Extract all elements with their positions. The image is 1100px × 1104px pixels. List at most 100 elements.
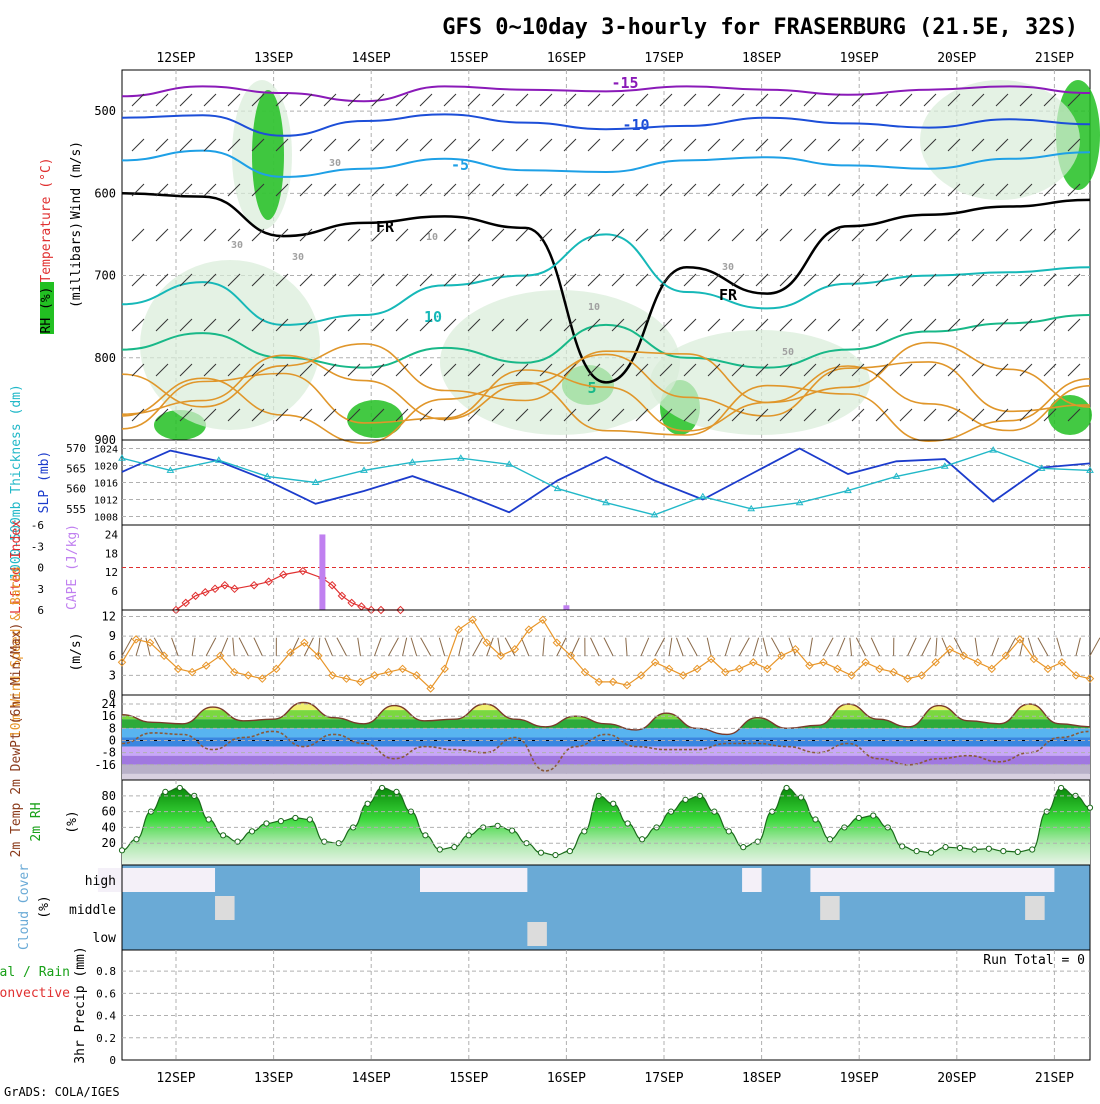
rh-point [538, 850, 543, 855]
li-tick-label: 0 [37, 562, 44, 575]
bottom-date-label: 20SEP [937, 1071, 976, 1086]
rh-region [650, 330, 870, 435]
top-date-label: 21SEP [1035, 51, 1074, 66]
rh-point [423, 833, 428, 838]
rh-point [726, 829, 731, 834]
rh-region [252, 90, 284, 220]
wind-tick-label: 3 [109, 668, 116, 682]
rh-point [784, 785, 789, 790]
cloud-axis-label: Cloud Cover [17, 864, 32, 950]
cloud-cover-panel: high middle low Cloud Cover (%) [17, 864, 1090, 950]
pressure-tick-label: 500 [94, 104, 116, 118]
rh-point [567, 849, 572, 854]
cape-axis-label: CAPE (J/kg) [65, 524, 80, 610]
slp-axis-label: SLP (mb) [37, 451, 52, 514]
slp-tick-label: 1020 [94, 462, 118, 473]
rh-tick-label: 80 [102, 789, 116, 803]
cloud-clear-block [527, 922, 547, 946]
rh-point [611, 801, 616, 806]
rh-region [347, 400, 403, 438]
rh-point [741, 845, 746, 850]
bottom-date-label: 14SEP [352, 1071, 391, 1086]
contour-label: -10 [622, 116, 649, 134]
cloud-level-label: middle [69, 903, 116, 918]
contour-label: FR [376, 218, 395, 236]
temp-tick-label: -16 [94, 758, 116, 772]
temp-tick-label: 0 [109, 734, 116, 748]
rh-point [1001, 849, 1006, 854]
run-total: Run Total = 0 [983, 953, 1085, 968]
pressure-tick-label: 800 [94, 351, 116, 365]
bottom-date-label: 13SEP [254, 1071, 293, 1086]
thickness-tick-label: 560 [66, 483, 86, 496]
top-date-label: 16SEP [547, 51, 586, 66]
slp-tick-label: 1012 [94, 496, 118, 507]
rh-point [1087, 805, 1092, 810]
cape-bar [319, 534, 325, 610]
rh-point [640, 837, 645, 842]
rh-point [813, 817, 818, 822]
wind-tick-label: 9 [109, 629, 116, 643]
footer-credit: GrADS: COLA/IGES [4, 1085, 120, 1099]
li-tick-label: -6 [31, 519, 44, 532]
rh-point [509, 828, 514, 833]
rh-point [119, 848, 124, 853]
rh-point [683, 797, 688, 802]
precip-tick-label: 0.4 [96, 1010, 116, 1023]
thickness-tick-label: 570 [66, 442, 86, 455]
precip-tick-label: 0 [109, 1054, 116, 1067]
precip-convective-label: Convective [0, 986, 70, 1001]
pressure-tick-label: 600 [94, 186, 116, 200]
cape-tick-label: 18 [105, 547, 118, 560]
rh-point [293, 815, 298, 820]
cape-tick-label: 24 [105, 528, 119, 541]
slp-tick-label: 1024 [94, 445, 118, 456]
li-tick-label: -3 [31, 540, 44, 553]
contour-label: 30 [722, 262, 734, 273]
cloud-units-label: (%) [37, 895, 52, 918]
bottom-date-label: 19SEP [840, 1071, 879, 1086]
pressure-tick-label: 700 [94, 269, 116, 283]
temp-tick-label: 8 [109, 721, 116, 735]
temp-tick-label: 16 [102, 709, 116, 723]
top-date-label: 18SEP [742, 51, 781, 66]
contour-label: 30 [329, 158, 341, 169]
temp-tick-label: 24 [102, 697, 116, 711]
top-date-label: 14SEP [352, 51, 391, 66]
slp-tick-label: 1008 [94, 513, 118, 524]
precip-axis-label: 3hr Precip (mm) [73, 946, 88, 1063]
cloud-level-label: high [85, 874, 116, 889]
bottom-date-label: 12SEP [156, 1071, 195, 1086]
rh-tick-label: 20 [102, 836, 116, 850]
wind-tick-label: 12 [102, 610, 116, 624]
contour-label: 30 [292, 252, 304, 263]
rh-point [986, 846, 991, 851]
bottom-date-label: 16SEP [547, 1071, 586, 1086]
rh-point [1059, 785, 1064, 790]
wind10m-units-label: (m/s) [69, 632, 84, 671]
rh-region [920, 80, 1080, 200]
rh-region [140, 260, 320, 430]
bottom-date-label: 15SEP [449, 1071, 488, 1086]
top-date-label: 17SEP [644, 51, 683, 66]
top-date-label: 15SEP [449, 51, 488, 66]
rh-point [134, 837, 139, 842]
contour-label: FR [719, 286, 738, 304]
rh-point [957, 845, 962, 850]
rh-point [856, 815, 861, 820]
rh-point [437, 847, 442, 852]
temp-band [122, 756, 1090, 765]
temp-band [122, 774, 1090, 780]
rh-point [249, 829, 254, 834]
temp-band [122, 747, 1090, 756]
cape-tick-label: 6 [111, 585, 118, 598]
rh-point [264, 821, 269, 826]
rh-point [278, 819, 283, 824]
temp-tick-label: -8 [102, 746, 116, 760]
li-tick-label: 6 [37, 604, 44, 617]
rh-point [928, 850, 933, 855]
cloud-level-label: low [93, 931, 117, 946]
rh-point [307, 817, 312, 822]
precip-tick-label: 0.2 [96, 1032, 116, 1045]
